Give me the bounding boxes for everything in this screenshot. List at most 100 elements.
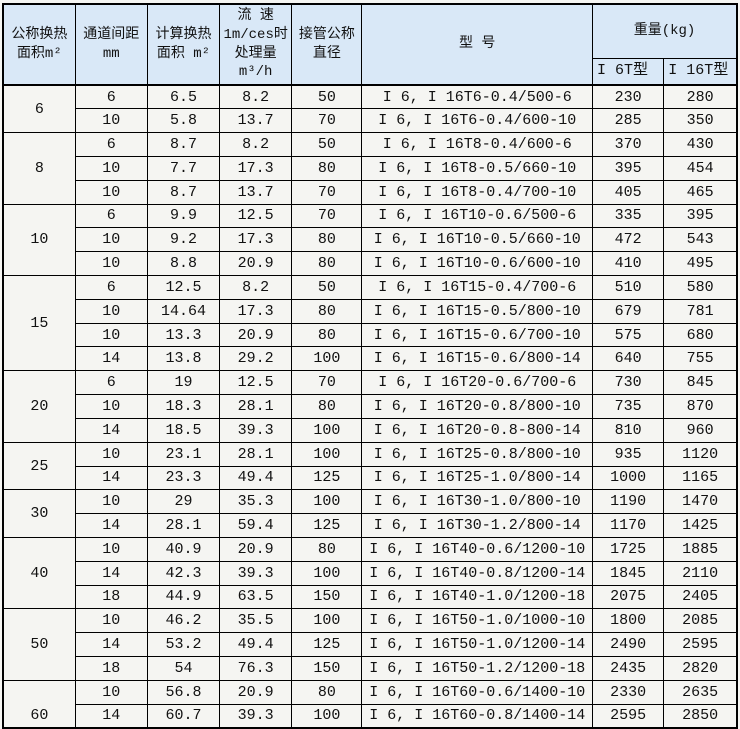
weight-i6t-cell: 410 xyxy=(592,251,665,276)
calc-area-cell: 29 xyxy=(146,489,221,515)
weight-i16t-cell: 495 xyxy=(663,251,738,276)
weight-i16t-cell: 680 xyxy=(663,322,738,348)
flow-rate-cell: 20.9 xyxy=(219,322,293,348)
header-line: m³/h xyxy=(238,64,273,81)
header-line: 处理量 xyxy=(234,45,277,62)
model-cell: I 6, I 16T15-0.6/800-14 xyxy=(361,346,594,372)
channel-spacing-cell: 10 xyxy=(74,108,148,134)
nominal-area-cell: 8 xyxy=(2,132,76,205)
flow-rate-cell: 49.4 xyxy=(219,465,293,491)
weight-i16t-cell: 2085 xyxy=(663,608,738,634)
header-line: 面积 m² xyxy=(156,45,211,62)
model-cell: I 6, I 16T50-1.2/1200-18 xyxy=(361,656,594,681)
table-row: 50 10 46.2 35.5 100 I 6, I 16T50-1.0/1000-10 1… xyxy=(2,608,738,681)
header-line: 接管公称 xyxy=(298,26,355,43)
channel-spacing-cell: 6 xyxy=(74,370,148,396)
table-row: 14 53.2 49.4 125 I 6, I 16T50-1.0/1200-14 249… xyxy=(3,632,738,657)
calc-area-cell: 19 xyxy=(146,370,221,396)
weight-i16t-cell: 1425 xyxy=(663,513,738,538)
pipe-diameter-cell: 50 xyxy=(291,132,363,157)
header-weight-group: 重量(kg) xyxy=(592,3,738,59)
table-row: 10 8.7 13.7 70 I 6, I 16T8-0.4/700-10 405 465 xyxy=(3,179,738,205)
channel-spacing-cell: 10 xyxy=(74,489,148,515)
calc-area-cell: 44.9 xyxy=(146,584,221,610)
flow-rate-cell: 13.7 xyxy=(219,108,293,134)
model-cell: I 6, I 16T20-0.6/700-6 xyxy=(361,370,594,396)
header-weight-i16t: I 16T型 xyxy=(663,57,738,86)
channel-spacing-cell: 10 xyxy=(74,441,148,467)
flow-rate-cell: 29.2 xyxy=(219,346,293,372)
pipe-diameter-cell: 100 xyxy=(291,441,363,467)
calc-area-cell: 9.9 xyxy=(146,203,221,229)
weight-i6t-cell: 230 xyxy=(592,84,665,110)
pipe-diameter-cell: 150 xyxy=(291,584,363,610)
calc-area-cell: 54 xyxy=(146,656,221,681)
channel-spacing-cell: 10 xyxy=(74,394,148,419)
calc-area-cell: 40.9 xyxy=(146,536,221,562)
weight-i6t-cell: 395 xyxy=(592,155,665,181)
calc-area-cell: 42.3 xyxy=(146,560,221,586)
table-row: 30 10 29 35.3 100 I 6, I 16T30-1.0/800-10 1190… xyxy=(2,489,738,538)
model-cell: I 6, I 16T60-0.8/1400-14 xyxy=(361,703,594,729)
calc-area-cell: 5.8 xyxy=(146,108,221,134)
nominal-area-cell: 60 xyxy=(2,679,76,729)
table-row: 18 44.9 63.5 150 I 6, I 16T40-1.0/1200-18 207… xyxy=(3,584,738,610)
pipe-diameter-cell: 70 xyxy=(291,203,363,229)
header-line: 公称换热 xyxy=(11,26,68,43)
weight-i16t-cell: 1470 xyxy=(663,489,738,515)
weight-i6t-cell: 640 xyxy=(592,346,665,372)
channel-spacing-cell: 10 xyxy=(74,608,148,634)
table-row: 20 6 19 12.5 70 I 6, I 16T20-0.6/700-6 730 845 xyxy=(2,370,738,443)
model-cell: I 6, I 16T40-0.8/1200-14 xyxy=(361,560,594,586)
weight-i6t-cell: 1170 xyxy=(592,513,665,538)
model-cell: I 6, I 16T8-0.5/660-10 xyxy=(361,155,594,181)
header-line: 直径 xyxy=(312,45,341,62)
table-row: 10 9.2 17.3 80 I 6, I 16T10-0.5/660-10 472 543 xyxy=(3,227,738,253)
weight-i6t-cell: 2330 xyxy=(592,679,665,705)
weight-i16t-cell: 2635 xyxy=(663,679,738,705)
table-row: 10 6 9.9 12.5 70 I 6, I 16T10-0.6/500-6 335 395 xyxy=(2,203,738,277)
calc-area-cell: 18.5 xyxy=(146,417,221,443)
weight-i6t-cell: 735 xyxy=(592,394,665,419)
model-cell: I 6, I 16T50-1.0/1000-10 xyxy=(361,608,594,634)
channel-spacing-cell: 10 xyxy=(74,251,148,276)
calc-area-cell: 56.8 xyxy=(146,679,221,705)
weight-i6t-cell: 2595 xyxy=(592,703,665,729)
weight-i16t-cell: 870 xyxy=(663,394,738,419)
pipe-diameter-cell: 125 xyxy=(291,632,363,657)
weight-i16t-cell: 2595 xyxy=(663,632,738,657)
weight-i6t-cell: 335 xyxy=(592,203,665,229)
weight-i16t-cell: 960 xyxy=(663,417,738,443)
header-channel-spacing: 通道间距 mm xyxy=(74,3,148,86)
table-header: 公称换热 面积m² 通道间距 mm 计算换热 面积 m² 流 速 1m/ces时… xyxy=(2,3,738,86)
channel-spacing-cell: 14 xyxy=(74,703,148,729)
weight-i6t-cell: 1725 xyxy=(592,536,665,562)
calc-area-cell: 53.2 xyxy=(146,632,221,657)
table-row: 14 28.1 59.4 125 I 6, I 16T30-1.2/800-14 1170… xyxy=(3,513,738,538)
header-model: 型 号 xyxy=(361,3,594,86)
weight-i16t-cell: 2850 xyxy=(663,703,738,729)
model-cell: I 6, I 16T60-0.6/1400-10 xyxy=(361,679,594,705)
weight-i16t-cell: 781 xyxy=(663,298,738,324)
weight-i6t-cell: 370 xyxy=(592,132,665,157)
nominal-area-cell: 30 xyxy=(2,489,76,538)
calc-area-cell: 8.7 xyxy=(146,179,221,205)
weight-i16t-cell: 543 xyxy=(663,227,738,253)
model-cell: I 6, I 16T20-0.8-800-14 xyxy=(361,417,594,443)
table-row: 6 6 6.5 8.2 50 I 6, I 16T6-0.4/500-6 230 280 xyxy=(2,84,738,134)
channel-spacing-cell: 6 xyxy=(74,275,148,300)
weight-i16t-cell: 350 xyxy=(663,108,738,134)
header-calc-area: 计算换热 面积 m² xyxy=(146,3,221,86)
flow-rate-cell: 17.3 xyxy=(219,298,293,324)
header-line: 通道间距 xyxy=(83,26,140,43)
weight-i6t-cell: 472 xyxy=(592,227,665,253)
table-row: 10 14.64 17.3 80 I 6, I 16T15-0.5/800-10 679 7… xyxy=(3,298,738,324)
calc-area-cell: 12.5 xyxy=(146,275,221,300)
weight-i6t-cell: 1000 xyxy=(592,465,665,491)
weight-i6t-cell: 285 xyxy=(592,108,665,134)
flow-rate-cell: 8.2 xyxy=(219,84,293,110)
model-cell: I 6, I 16T15-0.6/700-10 xyxy=(361,322,594,348)
channel-spacing-cell: 10 xyxy=(74,536,148,562)
model-cell: I 6, I 16T10-0.6/600-10 xyxy=(361,251,594,276)
